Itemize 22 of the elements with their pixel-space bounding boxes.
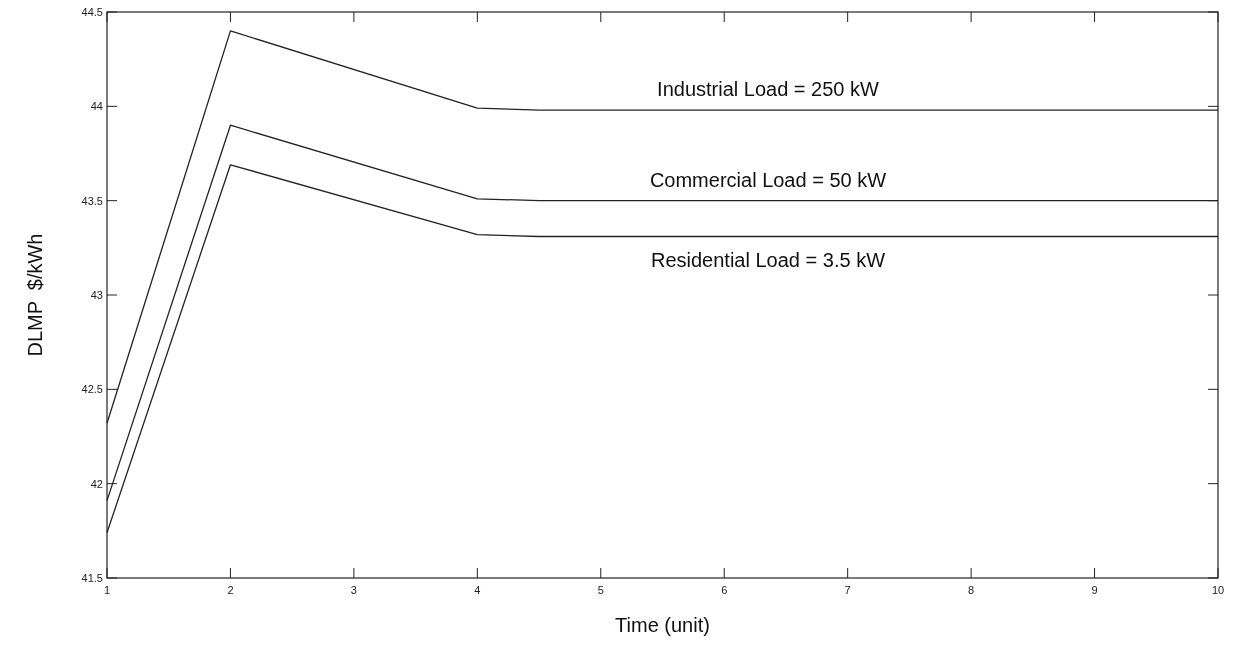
x-tick-label: 4 (474, 584, 481, 596)
y-tick-label: 41.5 (81, 571, 103, 584)
series-label: Commercial Load = 50 kW (649, 168, 887, 191)
series-label: Industrial Load = 250 kW (657, 78, 880, 101)
y-tick-label: 43 (90, 288, 103, 301)
x-tick-label: 6 (721, 584, 728, 596)
y-tick-label: 44 (90, 100, 103, 113)
x-tick-label: 7 (844, 584, 851, 596)
x-tick-label: 1 (103, 584, 111, 596)
y-tick-label: 44.5 (81, 5, 103, 18)
x-tick-label: 9 (1091, 584, 1098, 596)
x-axis-title: Time (unit) (615, 614, 710, 636)
x-tick-label: 8 (968, 584, 975, 596)
x-tick-label: 5 (597, 584, 604, 596)
series-label: Residential Load = 3.5 kW (650, 248, 886, 271)
y-tick-label: 42.5 (81, 383, 103, 396)
y-axis-title: DLMP $/kWh (24, 233, 46, 357)
x-tick-label: 10 (1211, 584, 1225, 596)
x-tick-label: 2 (227, 584, 234, 596)
y-tick-label: 43.5 (81, 194, 103, 207)
x-tick-label: 3 (350, 584, 357, 596)
y-tick-label: 42 (90, 477, 103, 490)
